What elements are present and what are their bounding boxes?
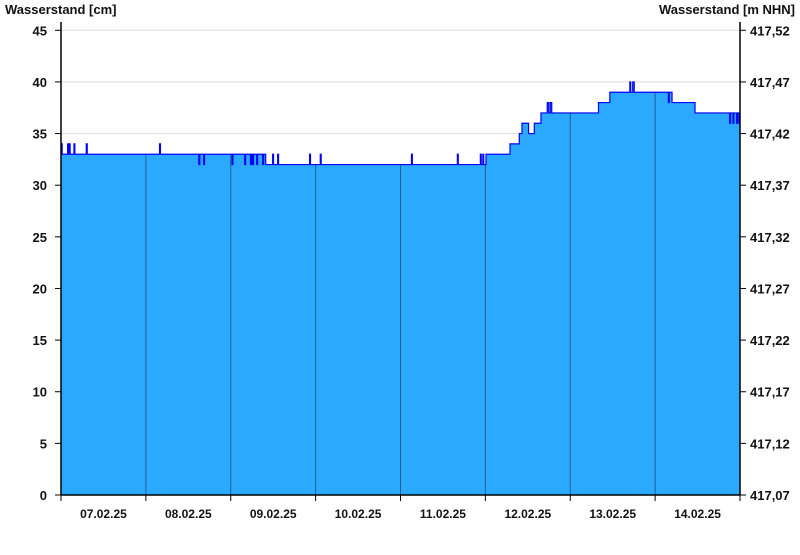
right-tick-label: 417,17: [750, 385, 790, 400]
x-tick-label: 11.02.25: [420, 507, 466, 521]
left-tick-label: 20: [33, 281, 47, 296]
right-tick-label: 417,32: [750, 230, 790, 245]
left-tick-label: 25: [33, 230, 47, 245]
right-tick-label: 417,07: [750, 488, 790, 503]
water-level-line: [61, 81, 740, 166]
right-tick-label: 417,52: [750, 23, 790, 38]
x-tick-label: 07.02.25: [80, 507, 127, 521]
x-tick-label: 08.02.25: [165, 507, 212, 521]
left-tick-label: 45: [33, 23, 47, 38]
day-separators: [145, 92, 656, 495]
tick-labels: 0 417,07 5 417,12 10 417,17 15 417,22 20 417,27 25…: [33, 23, 790, 521]
right-tick-label: 417,27: [750, 281, 790, 296]
x-tick-label: 13.02.25: [589, 507, 636, 521]
left-tick-label: 0: [40, 488, 47, 503]
right-tick-label: 417,12: [750, 436, 790, 451]
x-tick-label: 10.02.25: [335, 507, 382, 521]
left-tick-label: 40: [33, 75, 47, 90]
left-tick-label: 35: [33, 127, 47, 142]
left-tick-label: 15: [33, 333, 47, 348]
x-tick-label: 12.02.25: [504, 507, 551, 521]
x-tick-label: 14.02.25: [674, 507, 721, 521]
right-axis-title: Wasserstand [m NHN]: [659, 2, 795, 17]
right-tick-label: 417,22: [750, 333, 790, 348]
x-tick-label: 09.02.25: [250, 507, 297, 521]
left-tick-label: 10: [33, 385, 47, 400]
left-tick-label: 30: [33, 178, 47, 193]
axes: [55, 22, 746, 501]
right-tick-label: 417,37: [750, 178, 790, 193]
left-tick-label: 5: [40, 436, 47, 451]
right-tick-label: 417,47: [750, 75, 790, 90]
right-tick-label: 417,42: [750, 127, 790, 142]
left-axis-title: Wasserstand [cm]: [5, 2, 117, 17]
